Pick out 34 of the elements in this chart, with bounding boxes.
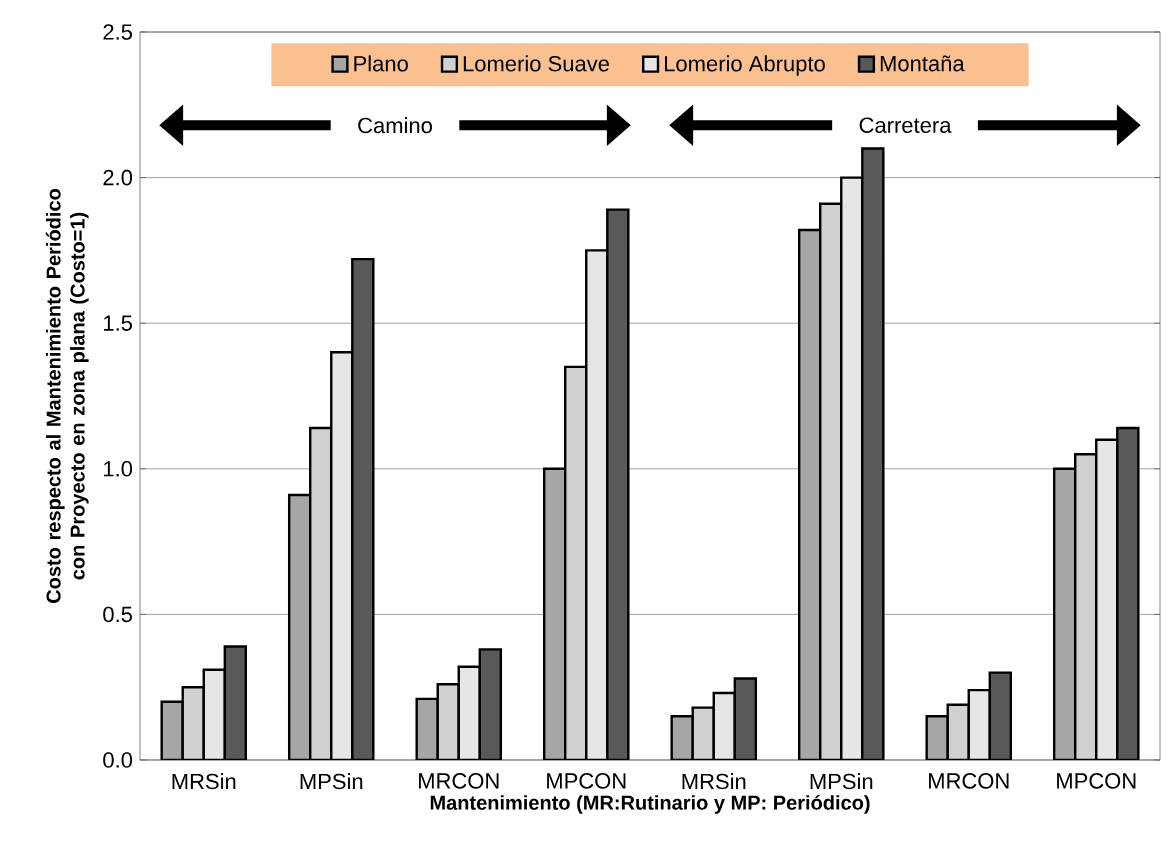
bar bbox=[797, 228, 822, 760]
bar bbox=[840, 176, 864, 760]
x-tick-label: MPCON bbox=[547, 773, 626, 789]
bar bbox=[309, 426, 333, 760]
x-tick-label: MRCON bbox=[929, 773, 1009, 789]
y-tick-label: 1.0 bbox=[104, 461, 133, 477]
bar bbox=[287, 493, 312, 760]
bar bbox=[1074, 453, 1098, 760]
bar bbox=[330, 351, 354, 760]
x-tick-label: MRCON bbox=[419, 773, 499, 789]
x-axis-title: Mantenimiento (MR:Rutinario y MP: Periódico) bbox=[430, 794, 870, 814]
y-tick-label: 1.5 bbox=[104, 315, 132, 331]
legend-label: Lomerio Suave bbox=[463, 55, 609, 72]
bar bbox=[542, 467, 567, 760]
y-tick-label: 0.5 bbox=[103, 606, 132, 623]
x-tick-label: MPSin bbox=[300, 773, 363, 790]
bar bbox=[819, 202, 843, 760]
y-axis-title: Costo respecto al Mantenimiento Periódico con Proyecto en zona plana (Costo=1) bbox=[45, 188, 89, 603]
x-tick-label: MRSin bbox=[682, 773, 746, 790]
bar bbox=[585, 249, 609, 760]
annotation: Camino bbox=[358, 117, 432, 134]
y-tick-label: 2.5 bbox=[103, 24, 132, 40]
legend-label: Lomerio Abrupto bbox=[665, 55, 825, 76]
annotation: Carretera bbox=[859, 117, 952, 133]
x-tick-label: MPSin bbox=[810, 773, 873, 790]
legend-label: Plano bbox=[354, 55, 408, 72]
bar bbox=[1052, 467, 1077, 760]
x-tick-label: MPCON bbox=[1057, 773, 1136, 789]
y-tick-label: 2.0 bbox=[103, 169, 133, 186]
bar bbox=[564, 365, 588, 760]
x-tick-label: MRSin bbox=[172, 773, 236, 790]
y-tick-label: 0.0 bbox=[103, 752, 133, 768]
legend-label: Montaña bbox=[880, 55, 965, 72]
bar bbox=[1095, 438, 1119, 760]
